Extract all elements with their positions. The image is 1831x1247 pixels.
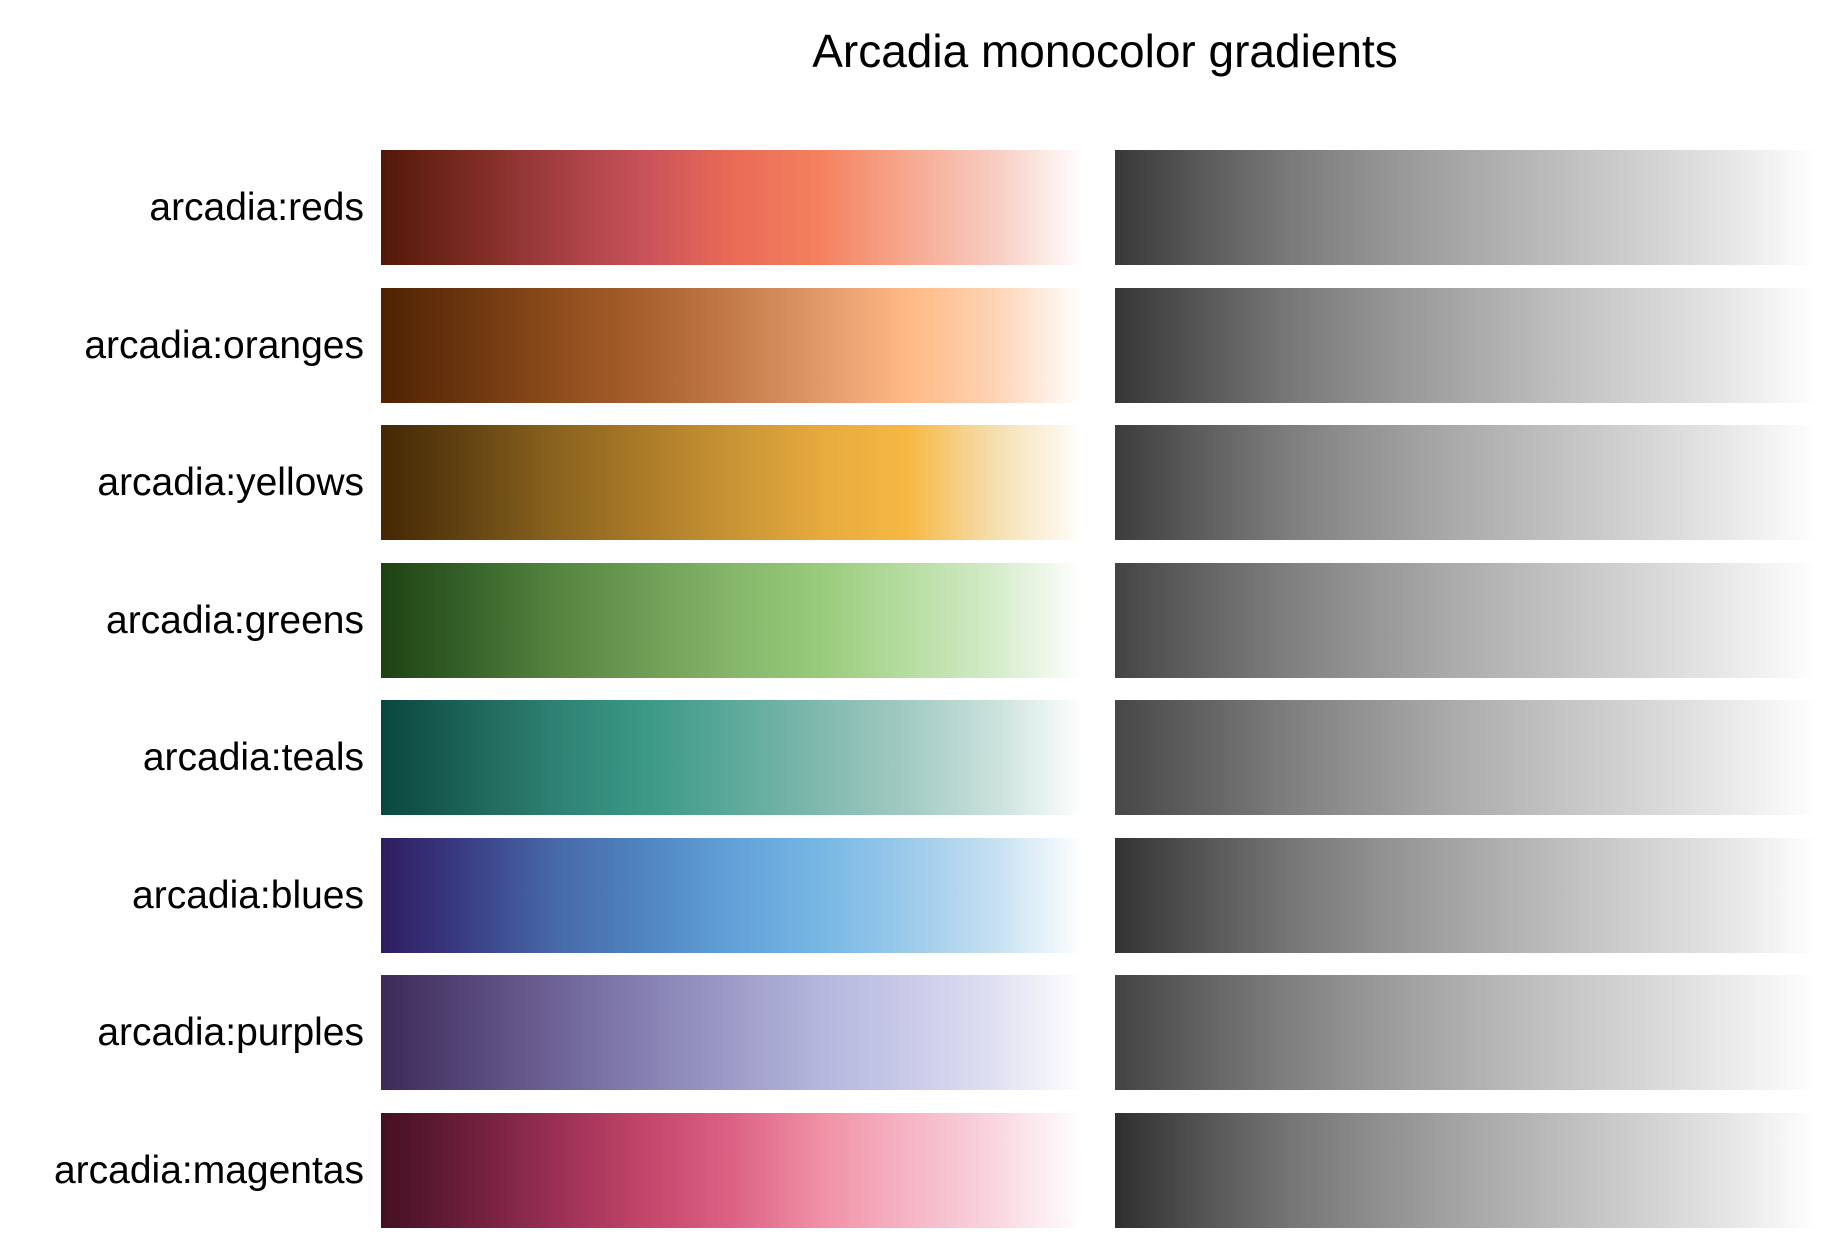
colormap-row: arcadia:reds bbox=[0, 150, 1831, 265]
colormap-label: arcadia:teals bbox=[142, 736, 364, 779]
color-gradient-bar bbox=[381, 288, 1083, 403]
color-gradient-bar bbox=[381, 838, 1083, 953]
color-gradient-bar bbox=[381, 563, 1083, 678]
grayscale-gradient-bar bbox=[1115, 425, 1817, 540]
colormap-row: arcadia:oranges bbox=[0, 288, 1831, 403]
color-gradient-bar bbox=[381, 975, 1083, 1090]
colormap-label: arcadia:magentas bbox=[53, 1149, 364, 1192]
color-gradient-bar bbox=[381, 425, 1083, 540]
grayscale-gradient-bar bbox=[1115, 700, 1817, 815]
colormap-row: arcadia:blues bbox=[0, 838, 1831, 953]
colormap-row: arcadia:yellows bbox=[0, 425, 1831, 540]
grayscale-gradient-bar bbox=[1115, 150, 1817, 265]
colormap-row: arcadia:purples bbox=[0, 975, 1831, 1090]
colormap-label: arcadia:yellows bbox=[97, 461, 364, 504]
colormap-row: arcadia:greens bbox=[0, 563, 1831, 678]
chart-title: Arcadia monocolor gradients bbox=[812, 25, 1398, 77]
colormap-label: arcadia:greens bbox=[106, 599, 364, 642]
grayscale-gradient-bar bbox=[1115, 563, 1817, 678]
colormap-label: arcadia:reds bbox=[149, 186, 364, 229]
color-gradient-bar bbox=[381, 1113, 1083, 1228]
grayscale-gradient-bar bbox=[1115, 1113, 1817, 1228]
colormap-row: arcadia:teals bbox=[0, 700, 1831, 815]
grayscale-gradient-bar bbox=[1115, 975, 1817, 1090]
grayscale-gradient-bar bbox=[1115, 838, 1817, 953]
colormap-label: arcadia:purples bbox=[97, 1011, 364, 1054]
grayscale-gradient-bar bbox=[1115, 288, 1817, 403]
color-gradient-bar bbox=[381, 150, 1083, 265]
colormap-label: arcadia:oranges bbox=[84, 324, 364, 367]
colormap-row: arcadia:magentas bbox=[0, 1113, 1831, 1228]
color-gradient-bar bbox=[381, 700, 1083, 815]
colormap-label: arcadia:blues bbox=[132, 874, 364, 917]
